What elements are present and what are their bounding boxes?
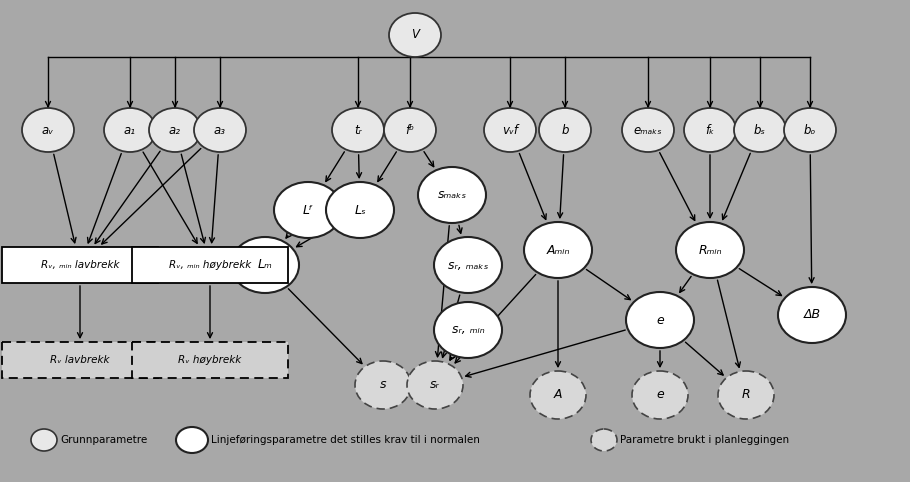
Text: vᵥf: vᵥf [502, 123, 518, 136]
Text: Lᶠ: Lᶠ [303, 203, 313, 216]
Text: a₂: a₂ [169, 123, 181, 136]
Text: ΔB: ΔB [804, 308, 821, 321]
Text: Grunnparametre: Grunnparametre [60, 435, 147, 445]
Ellipse shape [194, 108, 246, 152]
Text: Rₘᵢₙ: Rₘᵢₙ [698, 243, 722, 256]
Text: V: V [411, 28, 419, 41]
Text: a₁: a₁ [124, 123, 136, 136]
Ellipse shape [434, 302, 502, 358]
Ellipse shape [407, 361, 463, 409]
Ellipse shape [326, 182, 394, 238]
Text: tᵣ: tᵣ [354, 123, 362, 136]
Text: A: A [554, 388, 562, 402]
Ellipse shape [389, 13, 441, 57]
Text: eₘₐₖₛ: eₘₐₖₛ [633, 123, 662, 136]
Ellipse shape [676, 222, 744, 278]
Ellipse shape [31, 429, 57, 451]
Ellipse shape [591, 429, 617, 451]
Ellipse shape [484, 108, 536, 152]
Text: bₛ: bₛ [754, 123, 766, 136]
Text: Aₘᵢₙ: Aₘᵢₙ [546, 243, 570, 256]
Text: sᵣ: sᵣ [430, 378, 440, 391]
Text: Linjeføringsparametre det stilles krav til i normalen: Linjeføringsparametre det stilles krav t… [211, 435, 480, 445]
Ellipse shape [784, 108, 836, 152]
Ellipse shape [355, 361, 411, 409]
Ellipse shape [274, 182, 342, 238]
Ellipse shape [149, 108, 201, 152]
Text: b: b [561, 123, 569, 136]
Text: Lₛ: Lₛ [354, 203, 366, 216]
Ellipse shape [332, 108, 384, 152]
FancyBboxPatch shape [2, 247, 158, 283]
Ellipse shape [718, 371, 774, 419]
Text: R: R [742, 388, 751, 402]
Ellipse shape [778, 287, 846, 343]
Text: sᵣ, ₘₐₖₛ: sᵣ, ₘₐₖₛ [448, 258, 488, 271]
FancyBboxPatch shape [132, 342, 288, 378]
Text: s: s [379, 378, 386, 391]
Text: bₒ: bₒ [804, 123, 816, 136]
Ellipse shape [434, 237, 502, 293]
Text: sₘₐₖₛ: sₘₐₖₛ [438, 188, 467, 201]
Text: fₖ: fₖ [705, 123, 714, 136]
Text: Lₘ: Lₘ [258, 258, 272, 271]
Ellipse shape [734, 108, 786, 152]
Text: aᵥ: aᵥ [42, 123, 54, 136]
Ellipse shape [622, 108, 674, 152]
Ellipse shape [418, 167, 486, 223]
Text: Rᵥ, ₘᵢₙ lavbrekk: Rᵥ, ₘᵢₙ lavbrekk [41, 260, 119, 270]
Ellipse shape [22, 108, 74, 152]
Ellipse shape [384, 108, 436, 152]
Ellipse shape [231, 237, 299, 293]
Text: Rᵥ lavbrekk: Rᵥ lavbrekk [50, 355, 110, 365]
Text: fᵇ: fᵇ [406, 123, 415, 136]
FancyBboxPatch shape [2, 342, 158, 378]
FancyBboxPatch shape [132, 247, 288, 283]
Ellipse shape [524, 222, 592, 278]
Text: Rᵥ, ₘᵢₙ høybrekk: Rᵥ, ₘᵢₙ høybrekk [169, 260, 251, 270]
Text: e: e [656, 313, 664, 326]
Text: Parametre brukt i planleggingen: Parametre brukt i planleggingen [620, 435, 789, 445]
Text: sᵣ, ₘᵢₙ: sᵣ, ₘᵢₙ [451, 323, 484, 336]
Text: e: e [656, 388, 664, 402]
Ellipse shape [626, 292, 694, 348]
Text: Rᵥ høybrekk: Rᵥ høybrekk [178, 355, 242, 365]
Ellipse shape [539, 108, 591, 152]
Ellipse shape [176, 427, 208, 453]
Text: a₃: a₃ [214, 123, 226, 136]
Ellipse shape [104, 108, 156, 152]
Ellipse shape [684, 108, 736, 152]
Ellipse shape [530, 371, 586, 419]
Ellipse shape [632, 371, 688, 419]
